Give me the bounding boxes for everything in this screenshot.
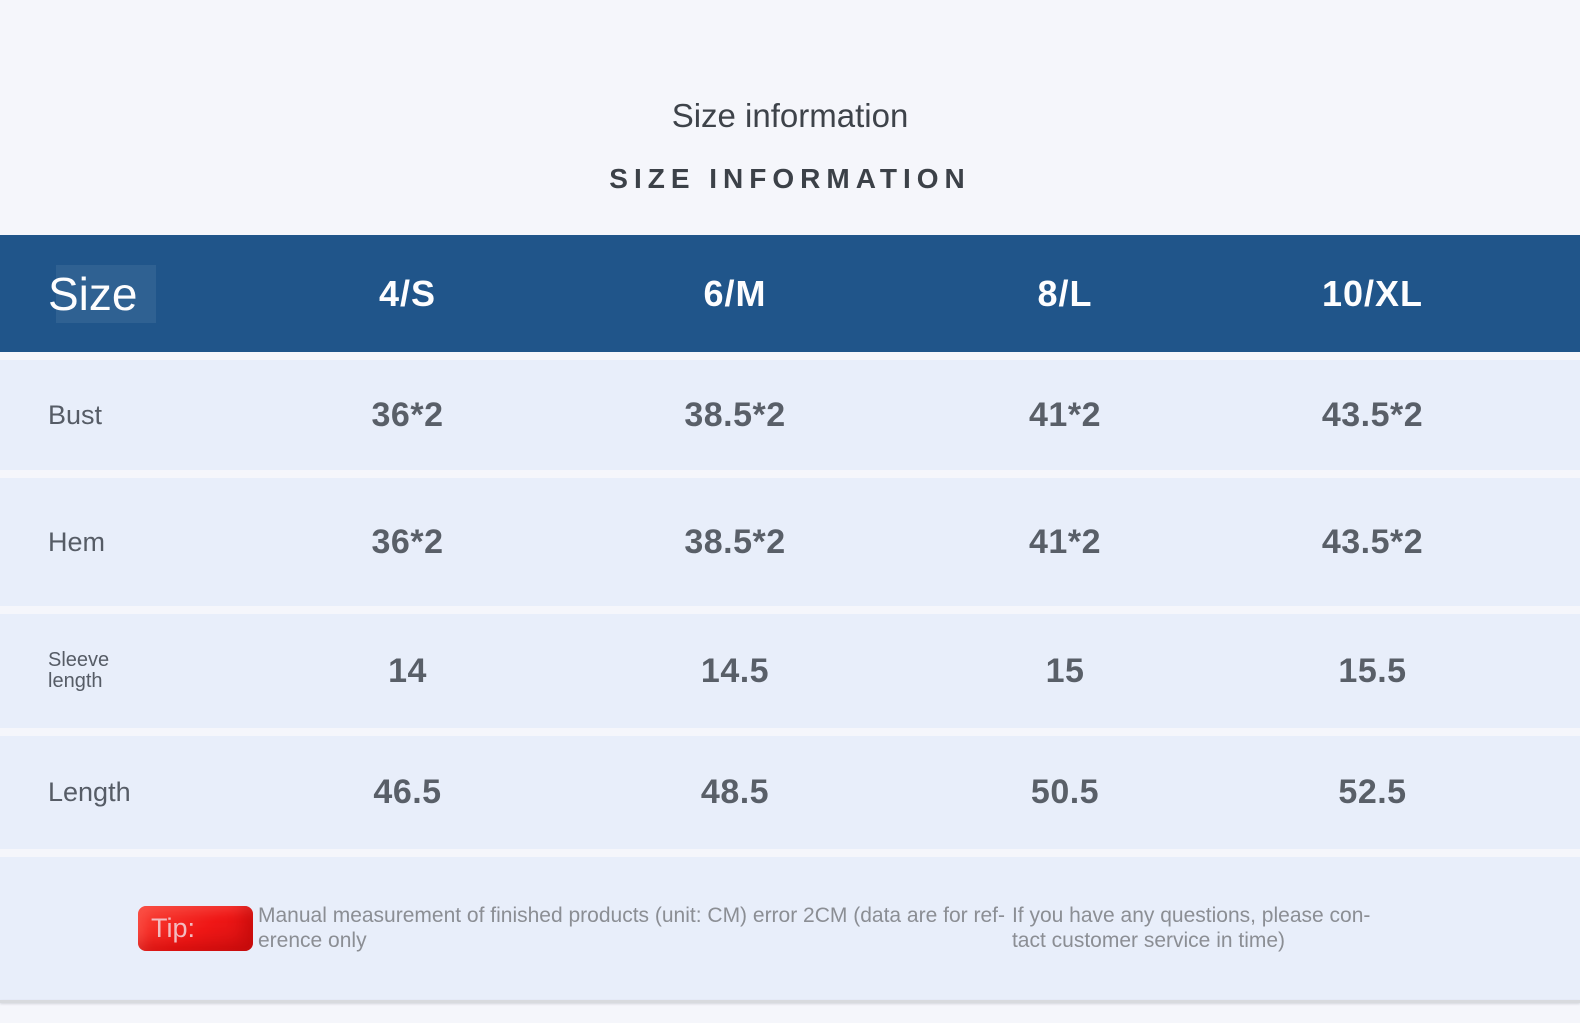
- tip-row: Tip: Manual measurement of finished prod…: [0, 857, 1580, 1000]
- column-header-10xl: 10/XL: [1321, 272, 1424, 314]
- bottom-divider: [0, 1000, 1580, 1003]
- title-block: Size information SIZE INFORMATION: [0, 0, 1580, 195]
- size-table: Size 4/S 6/M 8/L 10/XL Bust 36*2 38.5*2 …: [0, 235, 1580, 1000]
- page-subtitle: SIZE INFORMATION: [609, 163, 971, 194]
- cell-value: 43.5*2: [1321, 395, 1424, 434]
- cell-value: 38.5*2: [684, 522, 786, 561]
- note-line: If you have any questions, please con-: [1011, 904, 1371, 927]
- note-line: tact customer service in time): [1011, 928, 1286, 952]
- corner-label: Size: [48, 267, 138, 320]
- measurement-note: Manual measurement of finished products …: [258, 904, 1005, 953]
- cell-value: 41*2: [1029, 395, 1101, 434]
- corner-highlight: [56, 264, 156, 323]
- row-label-length: Length: [48, 777, 131, 807]
- table-row-hem: Hem 36*2 38.5*2 41*2 43.5*2: [0, 478, 1580, 606]
- row-label-line: Sleeve: [48, 649, 110, 671]
- cell-value: 50.5: [1030, 773, 1100, 811]
- cell-value: 36*2: [371, 395, 444, 434]
- column-header-8l: 8/L: [1037, 272, 1093, 314]
- cell-value: 14.5: [700, 651, 770, 690]
- cell-value: 41*2: [1029, 522, 1101, 561]
- contact-note: If you have any questions, please con- t…: [1012, 904, 1370, 953]
- cell-value: 52.5: [1338, 773, 1407, 811]
- note-line: erence only: [258, 928, 367, 952]
- column-header-4s: 4/S: [378, 272, 437, 314]
- table-row-bust: Bust 36*2 38.5*2 41*2 43.5*2: [0, 360, 1580, 470]
- table-row-length: Length 46.5 48.5 50.5 52.5: [0, 736, 1580, 849]
- table-row-sleeve-length: Sleeve length 14 14.5 15 15.5: [0, 614, 1580, 728]
- row-label-hem: Hem: [48, 526, 106, 557]
- row-label-bust: Bust: [48, 399, 103, 430]
- cell-value: 36*2: [371, 522, 444, 561]
- cell-value: 46.5: [373, 773, 442, 811]
- cell-value: 15.5: [1338, 651, 1407, 690]
- cell-value: 48.5: [700, 773, 770, 811]
- row-label-sleeve-length: Sleeve length: [0, 650, 240, 692]
- column-header-6m: 6/M: [703, 272, 767, 314]
- tip-badge: Tip:: [138, 906, 253, 951]
- cell-value: 43.5*2: [1321, 522, 1424, 561]
- table-corner-cell: Size: [0, 264, 240, 323]
- row-label-line: length: [48, 670, 103, 692]
- cell-value: 15: [1045, 651, 1085, 690]
- page-title: Size information: [671, 97, 909, 134]
- table-header-row: Size 4/S 6/M 8/L 10/XL: [0, 235, 1580, 352]
- cell-value: 14: [388, 651, 427, 690]
- cell-value: 38.5*2: [684, 395, 786, 434]
- note-line: Manual measurement of finished products …: [258, 904, 1005, 927]
